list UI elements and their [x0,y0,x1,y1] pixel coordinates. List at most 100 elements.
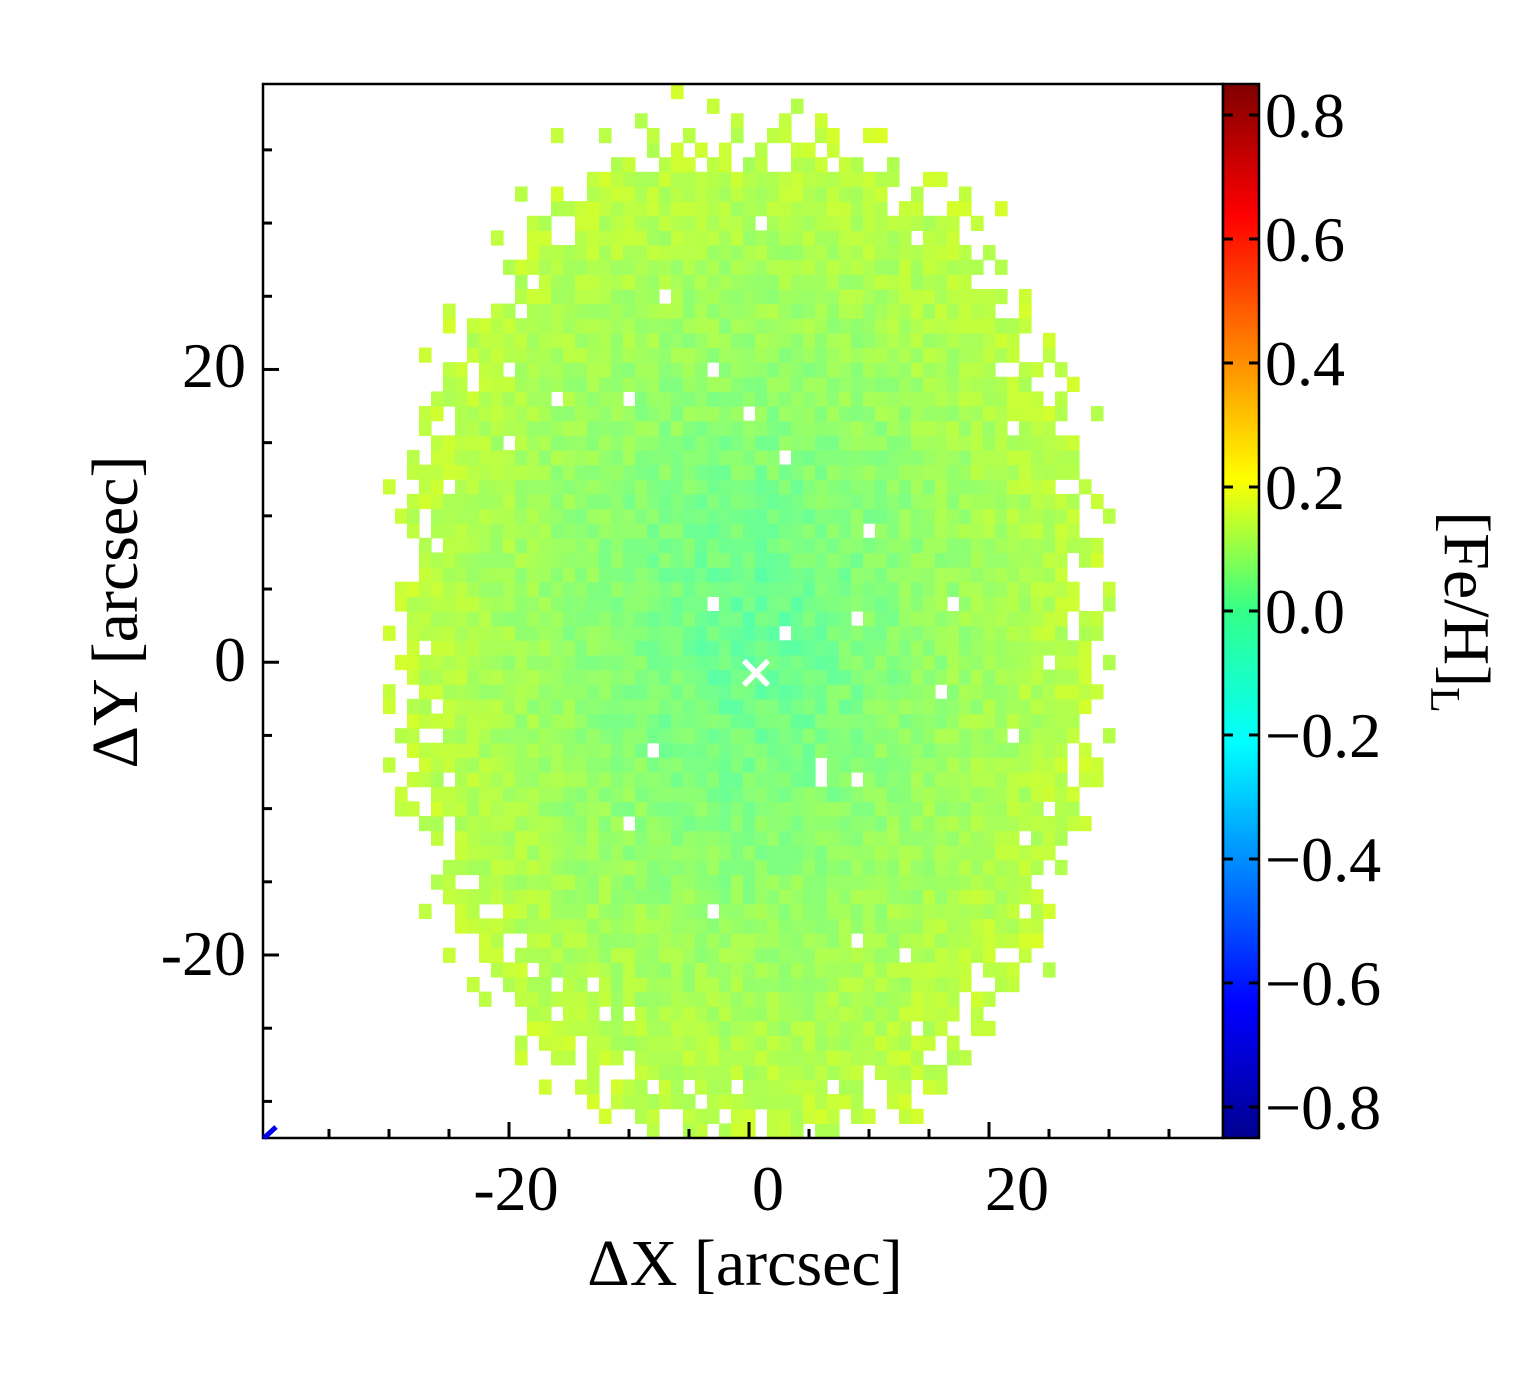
map-pixel [779,201,792,217]
map-pixel [839,347,852,363]
map-pixel [1055,815,1068,832]
colorbar-tick-label: −0.6 [1265,948,1381,1019]
map-pixel [731,493,744,510]
map-pixel [815,933,828,949]
map-pixel [635,991,648,1007]
map-pixel [707,391,720,407]
map-pixel [551,567,564,583]
map-pixel [647,933,660,949]
map-pixel [515,889,528,905]
map-pixel [599,625,612,641]
map-pixel [539,815,552,832]
map-pixel [791,347,804,363]
map-pixel [971,259,984,275]
map-pixel [851,596,864,612]
map-pixel [671,1020,684,1037]
map-pixel [1067,640,1080,656]
map-pixel [767,259,780,275]
map-pixel [827,728,840,744]
map-pixel [767,713,780,729]
map-pixel [1067,493,1080,510]
map-pixel [875,552,888,568]
map-pixel [659,493,672,510]
map-pixel [743,201,756,217]
map-pixel [899,903,912,920]
map-pixel [791,318,804,334]
map-pixel [923,845,936,861]
map-pixel [719,245,732,261]
map-pixel [479,757,492,773]
map-pixel [599,245,612,261]
map-pixel [947,742,960,758]
map-pixel [791,449,804,466]
map-pixel [659,698,672,715]
colorbar-tick-label: −0.8 [1265,1072,1381,1143]
map-pixel [983,962,996,978]
map-pixel [479,332,492,349]
map-pixel [899,669,912,685]
map-pixel [815,830,828,846]
map-pixel [563,1006,576,1022]
map-pixel [779,742,792,758]
map-pixel [863,815,876,832]
map-pixel [551,201,564,217]
map-pixel [755,1006,768,1022]
map-pixel [863,318,876,334]
map-pixel [959,742,972,758]
map-pixel [671,449,684,466]
map-pixel [719,567,732,583]
map-pixel [983,376,996,393]
map-pixel [587,1064,600,1081]
map-pixel [635,435,648,451]
map-pixel [611,288,624,305]
map-pixel [527,684,540,700]
colorbar-tick-label: 0.6 [1265,204,1345,275]
map-pixel [803,786,816,802]
map-pixel [791,1035,804,1051]
map-pixel [719,684,732,700]
map-pixel [803,435,816,451]
map-pixel [707,991,720,1007]
map-pixel [719,259,732,275]
map-pixel [827,962,840,978]
map-pixel [683,859,696,876]
map-pixel [527,259,540,275]
map-pixel [659,464,672,480]
map-pixel [719,230,732,246]
map-pixel [599,728,612,744]
map-pixel [947,274,960,290]
map-pixel [647,127,660,144]
map-pixel [971,523,984,539]
map-pixel [611,303,624,319]
map-pixel [1019,742,1032,758]
map-pixel [539,903,552,920]
map-pixel [683,186,696,202]
map-pixel [827,1108,840,1124]
map-pixel [671,376,684,393]
map-pixel [839,625,852,641]
map-pixel [779,830,792,846]
map-pixel [947,435,960,451]
map-pixel [575,933,588,949]
map-pixel [503,611,516,627]
map-pixel [1067,435,1080,451]
map-pixel [695,611,708,627]
x-axis-title: ΔX [arcsec] [587,1227,902,1300]
map-pixel [623,698,636,715]
map-pixel [803,991,816,1007]
map-pixel [455,845,468,861]
map-pixel [923,698,936,715]
map-pixel [803,171,816,188]
map-pixel [779,874,792,890]
map-pixel [491,230,504,246]
map-pixel [803,713,816,729]
map-pixel [503,449,516,466]
map-pixel [839,976,852,993]
map-pixel [671,523,684,539]
map-pixel [779,1064,792,1081]
map-pixel [731,274,744,290]
map-pixel [479,742,492,758]
map-pixel [1007,669,1020,685]
map-pixel [911,889,924,905]
map-pixel [1043,830,1056,846]
